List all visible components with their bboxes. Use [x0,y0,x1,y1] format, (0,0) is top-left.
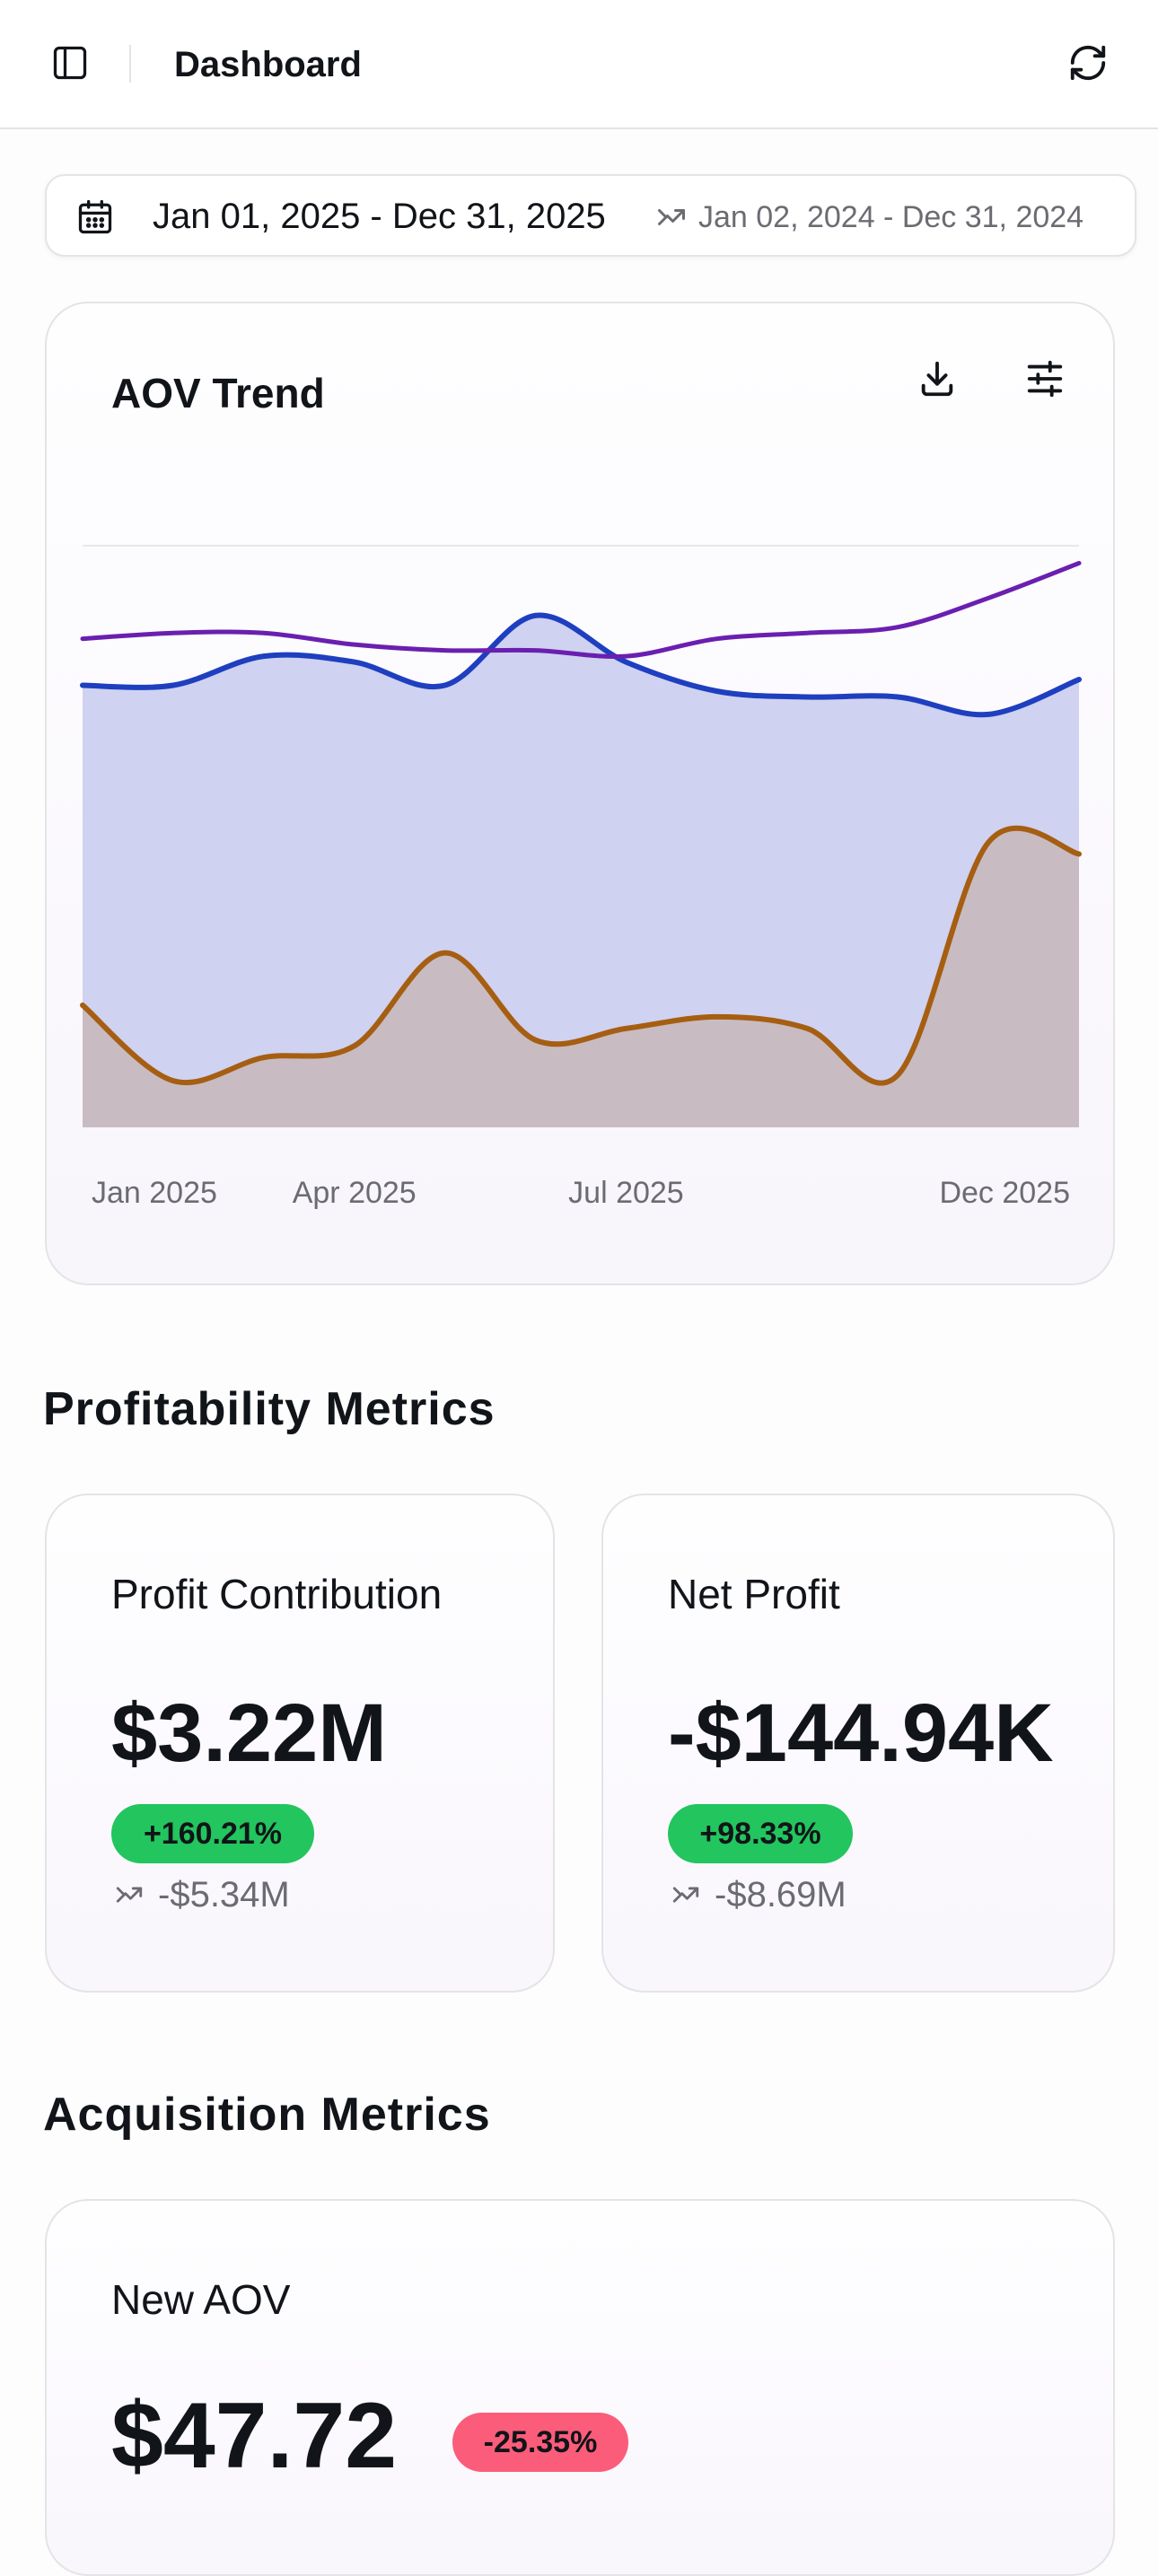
chart-title: AOV Trend [111,370,325,416]
calendar-icon [74,196,117,239]
acquisition-section-title: Acquisition Metrics [43,2089,491,2141]
current-date-range: Jan 01, 2025 - Dec 31, 2025 [153,197,606,236]
metric-label: Profit Contribution [111,1571,443,1617]
change-value: +160.21% [143,1817,283,1851]
comparison-date-range: Jan 02, 2024 - Dec 31, 2024 [698,200,1084,234]
previous-value: -$8.69M [715,1874,847,1914]
change-value: -25.35% [483,2425,598,2459]
header-divider [129,45,131,83]
series-line-3 [80,560,1082,659]
top-bar: Dashboard [0,0,1158,129]
compare-arrows-icon [111,1877,147,1913]
x-tick-label: Dec 2025 [939,1176,1070,1210]
x-tick-label: Jul 2025 [568,1176,684,1210]
net-profit-card[interactable]: Net Profit -$144.94K +98.33% -$8.69M [601,1494,1115,1993]
page-title: Dashboard [174,45,362,84]
refresh-icon[interactable] [1063,38,1113,88]
profitability-section-title: Profitability Metrics [43,1383,496,1435]
change-badge: +160.21% [111,1804,314,1863]
series-area-2 [83,828,1079,1127]
previous-value-row: -$8.69M [668,1872,847,1917]
series-line-2 [80,825,1082,1086]
previous-value: -$5.34M [158,1874,290,1914]
aov-trend-card: AOV Trend Jan 2025 Apr 2025 Jul 2025 Dec 20… [45,302,1115,1285]
download-icon[interactable] [908,350,966,407]
metric-value: $3.22M [111,1687,387,1779]
profit-contribution-card[interactable]: Profit Contribution $3.22M +160.21% -$5.… [45,1494,555,1993]
metric-value: -$144.94K [668,1687,1054,1779]
series-line-1 [80,612,1082,718]
change-value: +98.33% [699,1817,821,1851]
metric-label: Net Profit [668,1571,840,1617]
metric-label: New AOV [111,2276,291,2323]
x-tick-label: Apr 2025 [293,1176,417,1210]
series-area-1 [83,615,1079,1127]
metric-value: $47.72 [111,2384,398,2488]
compare-arrows-icon [668,1877,704,1913]
aov-trend-plot: Jan 2025 Apr 2025 Jul 2025 Dec 2025 [80,545,1082,1210]
date-range-picker[interactable]: Jan 01, 2025 - Dec 31, 2025 Jan 02, 2024… [45,174,1136,257]
sidebar-toggle-icon[interactable] [47,39,93,86]
compare-arrows-icon [654,199,689,235]
previous-value-row: -$5.34M [111,1872,290,1917]
sliders-icon[interactable] [1016,350,1074,407]
x-tick-label: Jan 2025 [92,1176,217,1210]
change-badge: -25.35% [452,2413,628,2472]
change-badge: +98.33% [668,1804,853,1863]
new-aov-card[interactable]: New AOV $47.72 -25.35% [45,2199,1115,2576]
